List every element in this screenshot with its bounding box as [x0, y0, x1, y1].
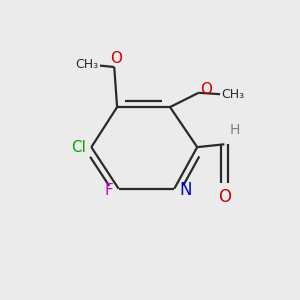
Text: N: N [179, 181, 192, 199]
Text: H: H [230, 123, 240, 137]
Text: CH₃: CH₃ [221, 88, 245, 101]
Text: O: O [110, 51, 122, 66]
Text: CH₃: CH₃ [75, 58, 98, 71]
Text: F: F [105, 183, 113, 198]
Text: O: O [218, 188, 231, 206]
Text: O: O [200, 82, 212, 98]
Text: Cl: Cl [71, 140, 86, 154]
